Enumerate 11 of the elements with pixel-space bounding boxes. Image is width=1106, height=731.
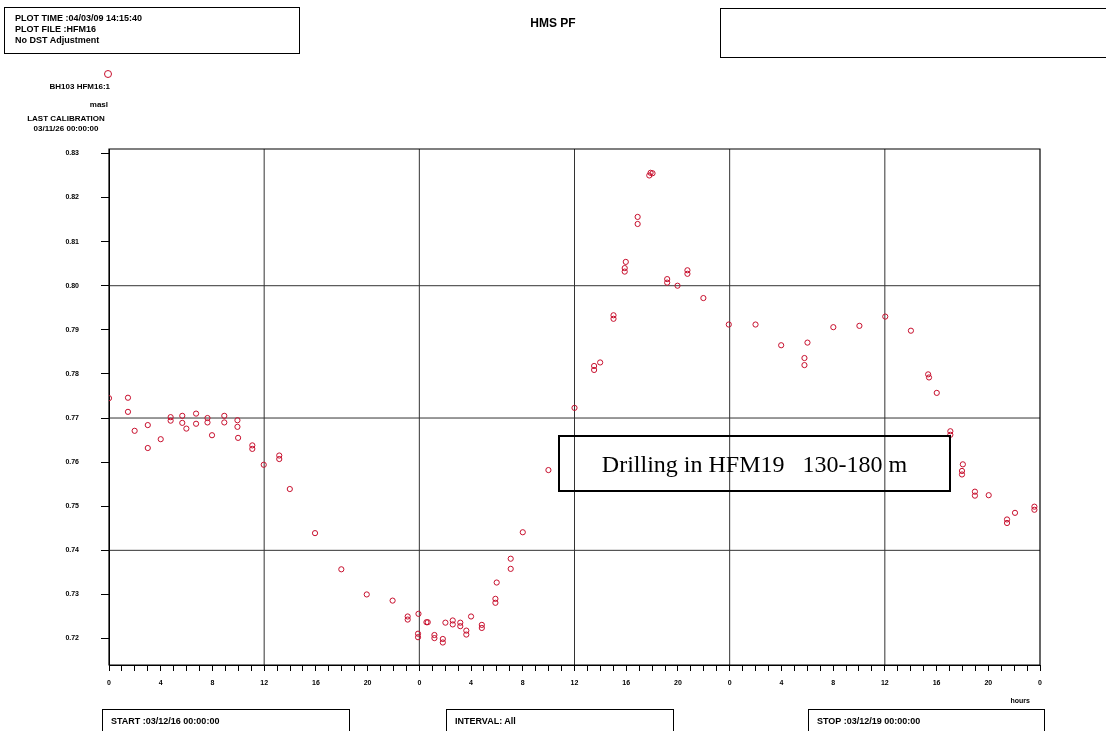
legend-label: BH103 HFM16:1 <box>48 82 110 91</box>
text: LAST CALIBRATION <box>27 114 105 123</box>
text: 03/11/26 00:00:00 <box>33 124 99 133</box>
text: No DST Adjustment <box>15 35 100 45</box>
text: PLOT FILE :HFM16 <box>15 24 96 34</box>
text: masl <box>88 100 108 109</box>
text: INTERVAL: All <box>446 709 674 731</box>
text: STOP :03/12/19 00:00:00 <box>808 709 1045 731</box>
text: START :03/12/16 00:00:00 <box>102 709 350 731</box>
text: PLOT TIME :04/03/09 14:15:40 <box>15 13 143 23</box>
chart-title: HMS PF <box>530 16 576 30</box>
